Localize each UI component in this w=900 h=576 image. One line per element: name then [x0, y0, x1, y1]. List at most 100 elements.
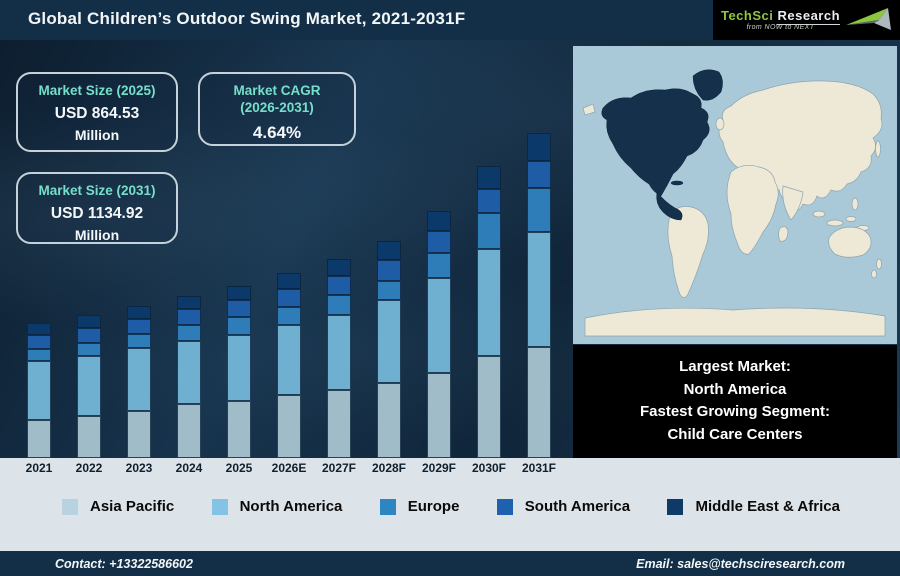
- bar-segment-2031F: [527, 133, 551, 161]
- main-panel: Market Size (2025) USD 864.53 Million Ma…: [0, 40, 900, 458]
- bar-column-2031F: [514, 133, 564, 458]
- legend-item: Middle East & Africa: [667, 498, 840, 515]
- legend-label: Asia Pacific: [90, 498, 175, 515]
- fastest-segment-label: Fastest Growing Segment:: [639, 403, 831, 420]
- bar-segment-2028F: [377, 241, 401, 260]
- market-cagr-subtitle: (2026-2031): [240, 99, 314, 115]
- x-axis-label-2026E: 2026E: [271, 461, 307, 475]
- bar-segment-2026E: [277, 289, 301, 307]
- market-cagr-value: 4.64%: [252, 122, 302, 142]
- bar-segment-2027F: [327, 276, 351, 295]
- x-axis-label-2028F: 2028F: [371, 461, 407, 475]
- bar-segment-2025: [227, 401, 251, 458]
- bar-chart: [14, 118, 564, 458]
- bar-segment-2027F: [327, 295, 351, 315]
- bar-segment-2022: [77, 343, 101, 356]
- bar-2023: [127, 306, 151, 458]
- bar-column-2025: [214, 286, 264, 458]
- bottom-strip: 2021 2022 2023 2024 2025 2026E 2027F 2028F 2029F…: [0, 458, 900, 551]
- brand-logo: TechSci Research from NOW to NEXT: [713, 0, 900, 40]
- bar-segment-2023: [127, 334, 151, 348]
- market-cagr-box: Market CAGR (2026-2031) 4.64%: [198, 72, 356, 146]
- legend-label: Middle East & Africa: [695, 498, 840, 515]
- bar-segment-2030F: [477, 189, 501, 213]
- bar-segment-2021: [27, 361, 51, 420]
- bar-segment-2024: [177, 325, 201, 341]
- x-axis-label-2024: 2024: [175, 461, 203, 475]
- x-axis-label-2021: 2021: [25, 461, 53, 475]
- bar-column-2030F: [464, 166, 514, 458]
- bar-segment-2029F: [427, 211, 451, 231]
- bar-segment-2030F: [477, 166, 501, 189]
- legend-item: Europe: [379, 498, 460, 515]
- market-size-2031-title: Market Size (2031): [38, 183, 156, 198]
- bar-2022: [77, 315, 101, 458]
- bar-segment-2026E: [277, 273, 301, 289]
- bar-segment-2022: [77, 315, 101, 328]
- legend-label: North America: [239, 498, 343, 515]
- x-axis-labels: 2021 2022 2023 2024 2025 2026E 2027F 2028F 2029F…: [14, 461, 564, 475]
- legend-item: Asia Pacific: [62, 498, 174, 515]
- bar-segment-2026E: [277, 325, 301, 395]
- bar-column-2027F: [314, 259, 364, 458]
- brand-logo-text: TechSci Research from NOW to NEXT: [720, 8, 841, 31]
- bar-column-2029F: [414, 211, 464, 458]
- bar-2028F: [377, 241, 401, 458]
- market-size-2025-title: Market Size (2025): [38, 83, 156, 98]
- bar-segment-2023: [127, 319, 151, 334]
- x-axis-label-2023: 2023: [125, 461, 153, 475]
- bar-column-2028F: [364, 241, 414, 458]
- bar-2025: [227, 286, 251, 458]
- bar-segment-2021: [27, 335, 51, 349]
- x-axis-label-2027F: 2027F: [321, 461, 357, 475]
- north-america-highlight: [601, 69, 723, 221]
- bar-segment-2024: [177, 309, 201, 325]
- bar-segment-2030F: [477, 356, 501, 458]
- contact-phone: Contact: +13322586602: [55, 556, 193, 571]
- footer-bar: Contact: +13322586602 Email: sales@techs…: [0, 551, 900, 576]
- page-title: Global Children’s Outdoor Swing Market, …: [28, 9, 466, 28]
- bar-segment-2024: [177, 404, 201, 458]
- bar-segment-2029F: [427, 253, 451, 278]
- bar-segment-2031F: [527, 347, 551, 458]
- market-size-2031-box: Market Size (2031) USD 1134.92 Million: [16, 172, 178, 244]
- legend-label: South America: [524, 498, 631, 515]
- legend-label: Europe: [407, 498, 460, 515]
- bar-2021: [27, 323, 51, 458]
- bar-segment-2029F: [427, 231, 451, 253]
- x-axis-label-2031F: 2031F: [521, 461, 557, 475]
- brand-name-primary: TechSci: [720, 8, 774, 23]
- x-axis-label-2022: 2022: [75, 461, 103, 475]
- bar-2030F: [477, 166, 501, 458]
- bar-segment-2021: [27, 349, 51, 361]
- bar-column-2021: [14, 323, 64, 458]
- bar-segment-2021: [27, 420, 51, 458]
- market-size-2025-value: USD 864.53: [54, 104, 140, 122]
- bar-segment-2021: [27, 323, 51, 335]
- paper-plane-icon: [846, 8, 892, 30]
- bar-segment-2031F: [527, 188, 551, 232]
- largest-market-label: Largest Market:: [679, 358, 791, 375]
- bar-segment-2024: [177, 341, 201, 404]
- x-axis-label-2030F: 2030F: [471, 461, 507, 475]
- bar-segment-2026E: [277, 307, 301, 325]
- bar-2024: [177, 296, 201, 458]
- bar-2027F: [327, 259, 351, 458]
- bar-column-2026E: [264, 273, 314, 458]
- world-map: [573, 46, 897, 344]
- bar-segment-2023: [127, 411, 151, 458]
- bar-segment-2025: [227, 286, 251, 300]
- bar-segment-2025: [227, 335, 251, 401]
- bar-segment-2027F: [327, 315, 351, 390]
- market-size-2031-value: USD 1134.92: [50, 204, 144, 222]
- bar-segment-2023: [127, 348, 151, 411]
- bar-segment-2031F: [527, 161, 551, 188]
- brand-tagline: from NOW to NEXT: [746, 24, 815, 31]
- bar-segment-2031F: [527, 232, 551, 347]
- title-bar: Global Children’s Outdoor Swing Market, …: [0, 0, 900, 40]
- largest-market-value: North America: [683, 380, 787, 398]
- bar-2026E: [277, 273, 301, 458]
- bar-segment-2026E: [277, 395, 301, 458]
- market-cagr-title: Market CAGR: [233, 83, 321, 98]
- bar-2031F: [527, 133, 551, 458]
